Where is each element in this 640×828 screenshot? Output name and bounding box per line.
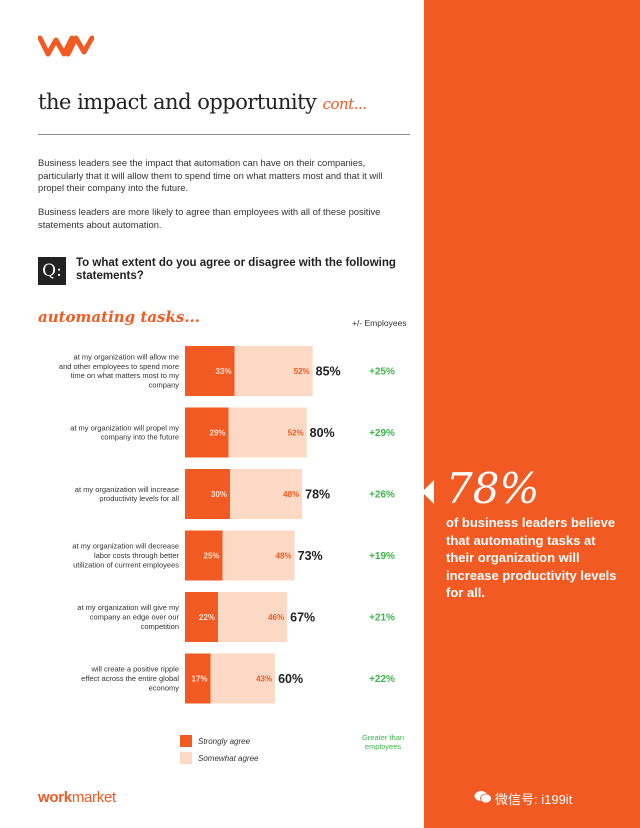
data-label-total: 80% <box>310 426 335 440</box>
data-label-strongly-agree: 25% <box>204 552 220 561</box>
data-label-strongly-agree: 22% <box>199 613 215 622</box>
data-label-strongly-agree: 17% <box>192 675 208 684</box>
data-label-somewhat-agree: 48% <box>276 552 292 561</box>
bar-somewhat-agree <box>234 346 313 396</box>
title-divider <box>38 134 410 135</box>
legend-label-somewhat-agree: Somewhat agree <box>198 754 259 763</box>
callout-arrow-icon <box>422 480 434 504</box>
bar-strongly-agree <box>185 653 211 704</box>
bar-strongly-agree <box>185 346 235 396</box>
bar-somewhat-agree <box>218 592 288 642</box>
section-title: automating tasks... <box>38 308 200 326</box>
callout-text: of business leaders believe that automat… <box>446 515 617 600</box>
column-header-employees: +/- Employees <box>352 318 407 328</box>
data-label-strongly-agree: 30% <box>211 490 227 499</box>
category-label: at my organization will allow me and othe… <box>59 352 179 389</box>
bar-strongly-agree <box>185 469 231 519</box>
data-label-vs-employees: +19% <box>369 551 395 562</box>
data-label-strongly-agree: 29% <box>210 429 226 438</box>
stacked-bar-chart: at my organization will allow me and othe… <box>59 346 395 704</box>
data-label-somewhat-agree: 43% <box>256 675 272 684</box>
data-label-somewhat-agree: 48% <box>283 490 299 499</box>
data-label-somewhat-agree: 46% <box>268 613 284 622</box>
data-label-total: 67% <box>290 611 315 625</box>
category-label: will create a positive ripple effect acro… <box>81 665 179 693</box>
data-label-vs-employees: +29% <box>369 428 395 439</box>
wechat-icon <box>474 791 492 804</box>
category-label: at my organization will increase producti… <box>75 485 180 503</box>
callout-figure: 78% <box>446 464 540 513</box>
category-label: at my organization will give my company a… <box>77 603 179 631</box>
page-title: the impact and opportunity cont... <box>38 90 367 114</box>
intro-paragraph-1: Business leaders see the impact that aut… <box>38 157 383 193</box>
data-label-total: 85% <box>316 365 341 379</box>
data-label-strongly-agree: 33% <box>216 367 232 376</box>
bar-strongly-agree <box>185 592 219 642</box>
watermark-text: 微信号: i199it <box>495 792 573 807</box>
question-text: To what extent do you agree or disagree … <box>76 257 396 282</box>
data-label-somewhat-agree: 52% <box>294 367 310 376</box>
data-label-vs-employees: +26% <box>369 490 395 501</box>
data-label-vs-employees: +21% <box>369 613 395 624</box>
legend-swatch-strongly-agree <box>180 735 192 747</box>
brand-market: market <box>71 789 116 806</box>
orange-sidebar <box>424 0 640 828</box>
page-title-suffix: cont... <box>322 95 367 113</box>
data-label-vs-employees: +25% <box>369 367 395 378</box>
data-label-total: 73% <box>298 549 323 563</box>
bar-somewhat-agree <box>222 530 295 581</box>
legend-label-strongly-agree: Strongly agree <box>198 737 251 746</box>
data-label-somewhat-agree: 52% <box>288 429 304 438</box>
data-label-vs-employees: +22% <box>369 674 395 685</box>
category-label: at my organization will propel my company… <box>70 423 179 441</box>
data-label-total: 60% <box>278 672 303 686</box>
page-title-main: the impact and opportunity <box>38 90 317 114</box>
question-badge: Q: <box>38 257 66 285</box>
intro-paragraph-2: Business leaders are more likely to agre… <box>38 206 381 230</box>
bar-somewhat-agree <box>230 469 303 519</box>
legend-greater-note: Greater than employees <box>361 733 405 751</box>
data-label-total: 78% <box>305 488 330 502</box>
bar-strongly-agree <box>185 407 229 458</box>
workmarket-logo-icon <box>38 35 94 57</box>
legend-swatch-somewhat-agree <box>180 752 192 764</box>
bar-strongly-agree <box>185 530 223 581</box>
footer-brand: workmarket <box>38 789 116 806</box>
bar-somewhat-agree <box>228 407 307 458</box>
brand-work: work <box>38 789 72 806</box>
bar-somewhat-agree <box>210 653 276 704</box>
category-label: at my organization will decrease labor co… <box>72 542 179 570</box>
